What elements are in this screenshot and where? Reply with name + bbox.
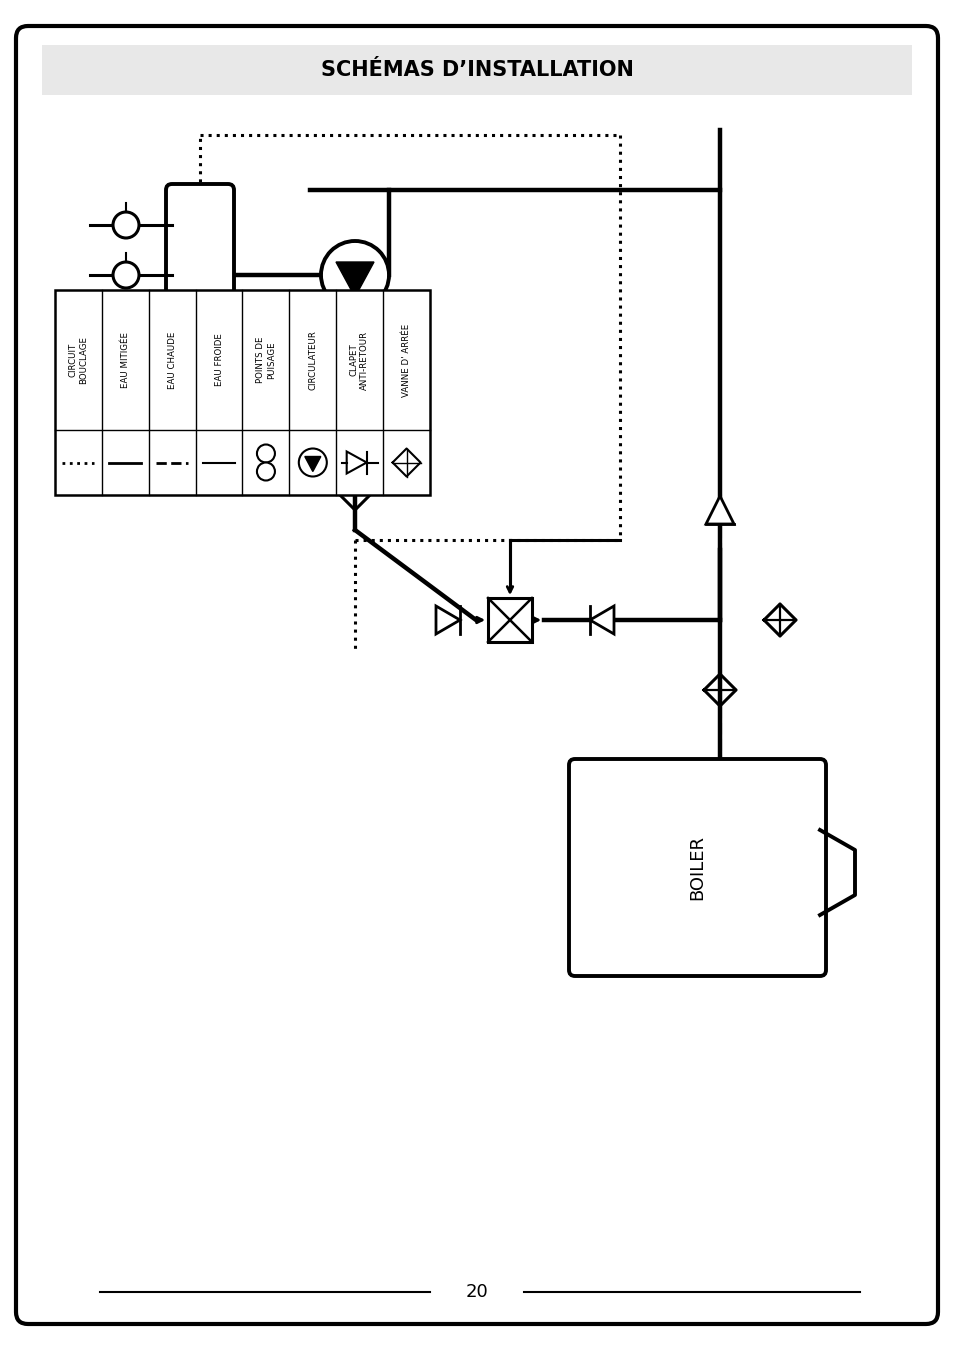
Polygon shape [436, 606, 459, 634]
Polygon shape [705, 495, 733, 524]
Bar [488, 598, 532, 643]
Text: BOILER: BOILER [688, 836, 706, 900]
Polygon shape [305, 456, 320, 471]
Text: CIRCULATEUR: CIRCULATEUR [308, 329, 317, 390]
Bar [55, 290, 430, 495]
Circle shape [298, 448, 327, 477]
Circle shape [320, 242, 389, 309]
Polygon shape [346, 451, 366, 474]
Bar [42, 45, 911, 95]
Circle shape [112, 347, 139, 373]
Polygon shape [335, 262, 374, 297]
Circle shape [256, 463, 274, 481]
Polygon shape [589, 606, 614, 634]
Text: EAU MITIGÉE: EAU MITIGÉE [121, 332, 130, 387]
Circle shape [112, 262, 139, 288]
Circle shape [112, 306, 139, 333]
Text: CIRCUIT
BOUCLAGE: CIRCUIT BOUCLAGE [69, 336, 88, 383]
Text: 20: 20 [465, 1282, 488, 1301]
FancyBboxPatch shape [568, 759, 825, 976]
Circle shape [112, 212, 139, 238]
Text: EAU CHAUDE: EAU CHAUDE [168, 331, 176, 389]
Text: EAU FROIDE: EAU FROIDE [214, 333, 223, 386]
Text: SCHÉMAS D’INSTALLATION: SCHÉMAS D’INSTALLATION [320, 59, 633, 80]
Circle shape [256, 444, 274, 463]
FancyBboxPatch shape [166, 184, 233, 371]
FancyBboxPatch shape [16, 26, 937, 1324]
Text: VANNE D' ARRÉE: VANNE D' ARRÉE [401, 324, 411, 397]
Text: POINTS DE
PUISAGE: POINTS DE PUISAGE [256, 336, 275, 383]
Text: CLAPET
ANTI-RETOUR: CLAPET ANTI-RETOUR [350, 331, 369, 390]
